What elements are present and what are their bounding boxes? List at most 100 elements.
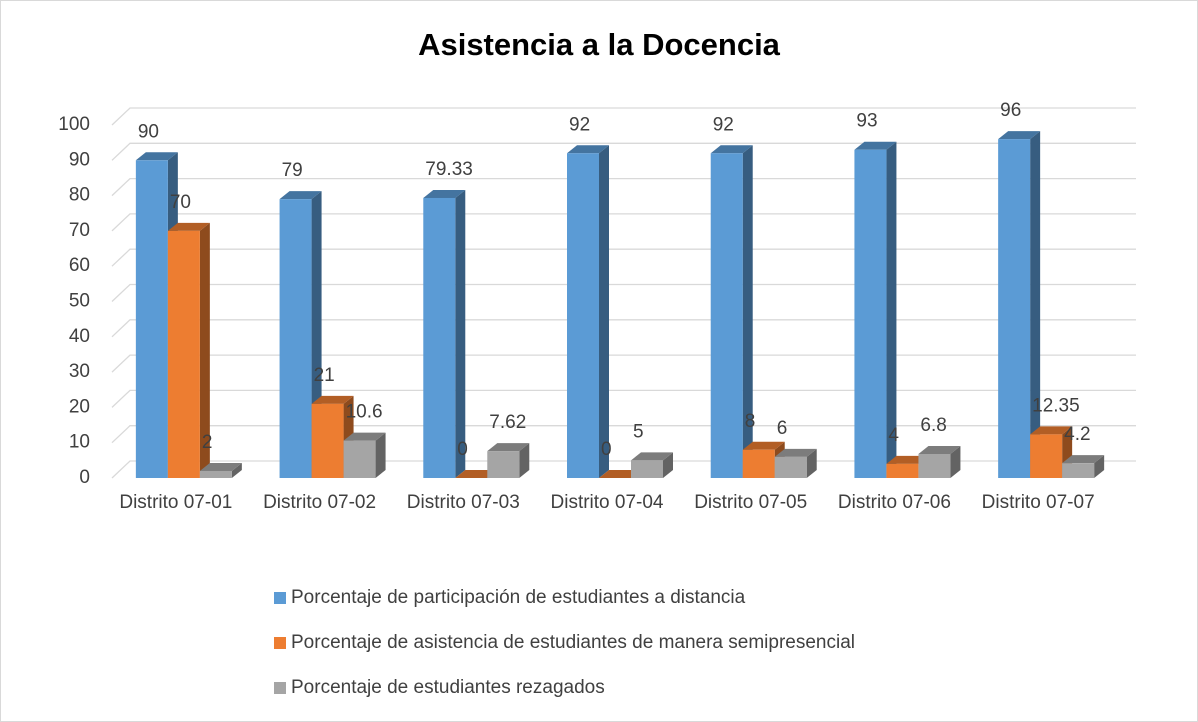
- bar-top: [279, 191, 322, 200]
- bar-top: [567, 145, 609, 154]
- bar: [599, 470, 641, 478]
- data-label: 0: [457, 439, 468, 460]
- x-tick-label: Distrito 07-07: [981, 492, 1095, 513]
- bar-side: [455, 189, 466, 479]
- grid-line: [111, 177, 1136, 197]
- bar-side: [663, 452, 673, 478]
- grid-line: [111, 213, 1136, 232]
- bar-front: [343, 440, 376, 478]
- y-tick-label: 60: [69, 255, 90, 276]
- data-label: 12.35: [1032, 395, 1080, 416]
- legend-swatch: [274, 592, 286, 604]
- y-tick-label: 70: [69, 220, 90, 241]
- y-tick-label: 0: [79, 467, 90, 488]
- bar: [774, 448, 817, 478]
- grid-line: [111, 248, 1136, 267]
- data-label: 4.2: [1064, 424, 1090, 445]
- legend-label: Porcentaje de asistencia de estudiantes …: [291, 632, 855, 653]
- bar-top: [423, 189, 466, 198]
- bar-front: [710, 153, 743, 479]
- bar: [918, 445, 961, 478]
- bar: [854, 141, 897, 478]
- bar: [423, 189, 466, 479]
- bar-side: [950, 445, 961, 478]
- data-label: 5: [633, 421, 644, 442]
- x-tick-label: Distrito 07-04: [550, 492, 664, 513]
- data-label: 79.33: [425, 159, 473, 180]
- data-label: 4: [888, 425, 899, 446]
- bar-front: [1030, 434, 1063, 478]
- data-label: 0: [601, 439, 612, 460]
- data-label: 2: [202, 432, 213, 453]
- bar-side: [1030, 131, 1041, 478]
- grid-line: [111, 142, 1136, 161]
- x-tick-label: Distrito 07-06: [837, 492, 951, 513]
- bar-top: [599, 470, 641, 478]
- data-label: 21: [314, 365, 335, 386]
- bar-front: [167, 230, 200, 478]
- legend-swatch: [274, 682, 286, 694]
- bar: [567, 145, 609, 479]
- grid-line: [111, 319, 1136, 338]
- y-tick-label: 20: [69, 396, 90, 417]
- bar-top: [886, 455, 929, 464]
- y-tick-label: 10: [69, 432, 90, 453]
- data-label: 92: [569, 114, 590, 135]
- bar-front: [631, 460, 663, 478]
- bar-front: [567, 153, 599, 479]
- bar: [1062, 455, 1105, 478]
- bar: [710, 145, 753, 479]
- y-tick-label: 90: [69, 149, 90, 170]
- data-label: 6.8: [920, 415, 946, 436]
- bar-front: [135, 160, 168, 479]
- bar-top: [343, 432, 386, 441]
- bar: [343, 432, 386, 478]
- legend-label: Porcentaje de estudiantes rezagados: [291, 677, 605, 698]
- legend-swatch: [274, 637, 286, 649]
- bar-top: [774, 448, 817, 457]
- bar-front: [311, 403, 344, 478]
- y-tick-label: 100: [58, 114, 90, 135]
- bar-side: [886, 141, 897, 478]
- data-label: 8: [745, 411, 756, 432]
- bar-top: [742, 441, 785, 450]
- bar: [199, 462, 242, 478]
- bar-top: [854, 141, 897, 150]
- bar-front: [487, 451, 520, 478]
- bar-top: [135, 152, 178, 161]
- bar-side: [375, 432, 386, 478]
- bar: [998, 131, 1041, 478]
- bar: [1030, 426, 1073, 478]
- bar-side: [519, 443, 530, 478]
- data-label: 70: [170, 192, 191, 213]
- data-label: 93: [856, 111, 877, 132]
- bar-top: [199, 462, 242, 471]
- bar-side: [231, 462, 242, 478]
- bar-top: [487, 443, 530, 452]
- bar-front: [886, 463, 919, 478]
- bar: [455, 470, 498, 478]
- bar-top: [1030, 426, 1073, 435]
- bar-front: [918, 453, 951, 478]
- bar-side: [742, 145, 753, 479]
- x-tick-label: Distrito 07-01: [119, 492, 233, 513]
- bar-front: [742, 449, 775, 478]
- grid-line: [111, 425, 1136, 444]
- bar-side: [599, 145, 609, 479]
- bar-top: [998, 131, 1041, 140]
- bar-top: [455, 470, 498, 478]
- bar-front: [279, 199, 312, 478]
- grid-line: [111, 107, 1136, 126]
- bar-side: [1094, 455, 1105, 478]
- y-tick-label: 50: [69, 291, 90, 312]
- bar-front: [854, 149, 887, 478]
- data-label: 96: [1000, 100, 1021, 121]
- bar-top: [167, 222, 210, 231]
- bar-top: [631, 452, 673, 461]
- bar-side: [199, 222, 210, 478]
- grid-line: [111, 283, 1136, 302]
- bar-top: [1062, 455, 1105, 464]
- grid-line: [111, 389, 1136, 408]
- y-tick-label: 40: [69, 326, 90, 347]
